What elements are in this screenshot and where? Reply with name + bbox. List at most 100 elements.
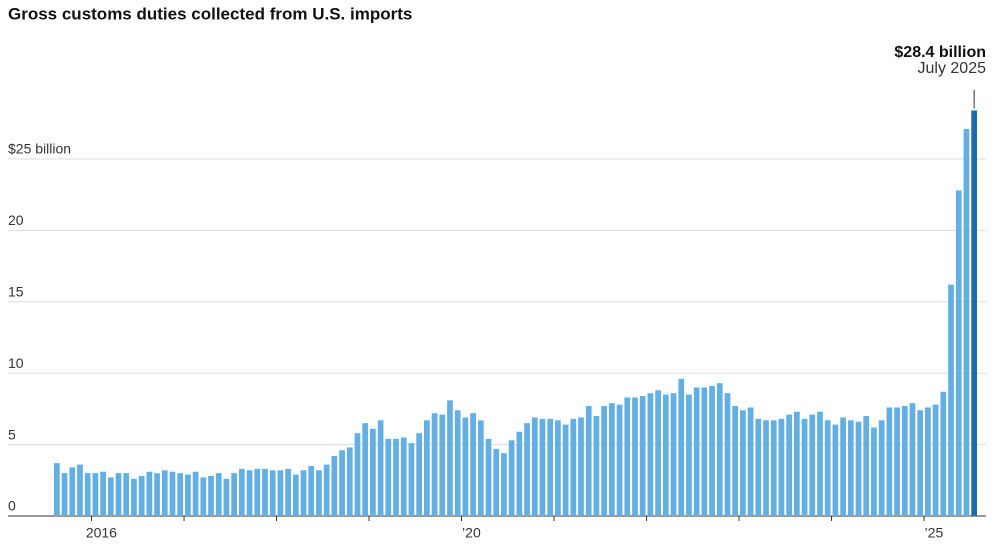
- bar: [508, 440, 515, 516]
- bar: [886, 407, 893, 516]
- bar: [555, 420, 561, 516]
- bar: [925, 407, 931, 516]
- annotation-date: July 2025: [918, 60, 987, 77]
- bar: [447, 400, 453, 516]
- bar: [901, 406, 908, 516]
- bar: [624, 397, 631, 516]
- bar: [578, 417, 584, 516]
- bar: [69, 467, 76, 516]
- bar: [840, 417, 846, 516]
- x-tick-label: ’25: [925, 525, 944, 541]
- chart-title: Gross customs duties collected from U.S.…: [8, 4, 412, 23]
- bar: [547, 418, 554, 516]
- bar: [871, 427, 877, 516]
- bar: [254, 468, 261, 516]
- bar: [223, 478, 230, 516]
- bar: [832, 424, 839, 516]
- bar: [955, 190, 962, 516]
- bar: [346, 447, 353, 516]
- bar: [138, 476, 145, 516]
- bar: [716, 383, 723, 516]
- bar: [531, 417, 538, 516]
- bar: [408, 443, 415, 516]
- bar: [100, 471, 106, 516]
- bar: [516, 431, 523, 516]
- bar: [123, 473, 130, 516]
- bar: [362, 423, 369, 516]
- bar: [215, 473, 222, 516]
- bar: [354, 433, 361, 516]
- bar: [909, 403, 916, 516]
- y-tick-label: 10: [8, 355, 24, 371]
- bar: [817, 411, 823, 516]
- bar: [755, 418, 762, 516]
- bar: [894, 407, 900, 516]
- bar: [262, 468, 268, 516]
- bar: [470, 413, 476, 516]
- bar: [431, 413, 438, 516]
- bar: [439, 414, 446, 516]
- bar: [370, 428, 376, 516]
- bar: [454, 410, 461, 516]
- bar: [593, 416, 600, 516]
- bar: [115, 473, 122, 516]
- x-tick-label: ’20: [462, 525, 481, 541]
- bar: [277, 470, 284, 516]
- bar: [686, 394, 692, 516]
- bar: [539, 418, 546, 516]
- bar: [169, 471, 176, 516]
- bar: [84, 473, 91, 516]
- bar: [570, 418, 577, 516]
- bar: [740, 410, 746, 516]
- bar: [847, 420, 854, 516]
- bar: [778, 418, 785, 516]
- bar: [92, 473, 99, 516]
- bar: [770, 420, 777, 516]
- bar: [269, 470, 276, 516]
- bar: [662, 394, 669, 516]
- bar: [794, 411, 800, 516]
- bar: [647, 393, 654, 516]
- bar: [493, 448, 500, 516]
- bar: [400, 437, 407, 516]
- bar: [54, 463, 60, 516]
- y-tick-label: $25 billion: [8, 141, 71, 157]
- bar: [724, 393, 731, 516]
- bar: [339, 450, 345, 516]
- bar: [462, 417, 469, 516]
- bar: [632, 397, 638, 516]
- bar: [601, 406, 607, 516]
- bar: [323, 464, 330, 516]
- bar: [655, 390, 661, 516]
- bar: [732, 406, 739, 516]
- bar: [709, 386, 715, 516]
- bar: [316, 470, 322, 516]
- bar: [824, 420, 831, 516]
- bar: [878, 420, 885, 516]
- bar: [932, 404, 939, 516]
- bar: [416, 433, 422, 516]
- bar: [161, 470, 168, 516]
- bar: [948, 284, 954, 516]
- bar: [809, 414, 816, 516]
- y-tick-label: 0: [8, 498, 16, 514]
- bar: [61, 473, 68, 516]
- bar: [616, 404, 623, 516]
- bar: [940, 391, 947, 516]
- y-tick-label: 15: [8, 284, 24, 300]
- bar: [331, 456, 338, 516]
- bar: [693, 387, 700, 516]
- bar: [77, 464, 83, 516]
- bar: [786, 414, 792, 516]
- bar: [501, 453, 507, 516]
- bar: [131, 478, 137, 516]
- bar: [609, 403, 615, 516]
- annotation-value: $28.4 billion: [894, 44, 986, 61]
- bar: [154, 473, 160, 516]
- bar: [801, 418, 808, 516]
- bar: [185, 474, 191, 516]
- bar: [377, 420, 384, 516]
- bar: [107, 477, 114, 516]
- bar: [670, 393, 677, 516]
